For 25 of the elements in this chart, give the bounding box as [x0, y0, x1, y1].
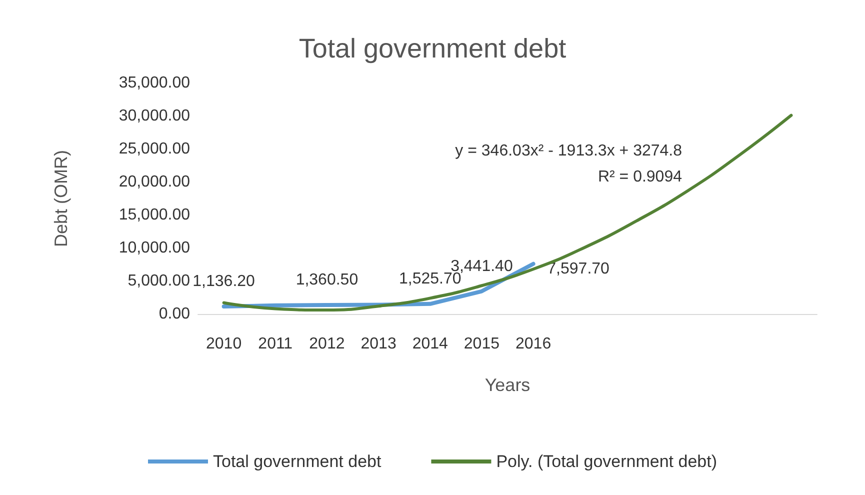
legend-label: Poly. (Total government debt): [496, 452, 718, 471]
x-tick-label: 2016: [515, 336, 552, 352]
y-tick-label: 0.00: [158, 306, 190, 322]
y-tick-label: 5,000.00: [128, 272, 190, 290]
annotation: R² = 0.9094: [598, 168, 682, 186]
y-tick-label: 35,000.00: [118, 74, 190, 92]
x-tick-label: 2014: [412, 336, 448, 352]
y-tick-label: 10,000.00: [118, 240, 190, 256]
annotation: y = 346.03x² - 1913.3x + 3274.8: [455, 142, 682, 160]
data-label: 1,360.50: [296, 272, 358, 289]
y-tick-label: 20,000.00: [118, 174, 190, 190]
x-tick-label: 2011: [258, 336, 293, 352]
x-tick-label: 2013: [360, 336, 396, 352]
chart-title: Total government debt: [298, 34, 567, 64]
data-label: 1,136.20: [192, 273, 256, 290]
legend-label: Total government debt: [212, 452, 382, 471]
y-tick-label: 15,000.00: [118, 206, 190, 224]
x-axis-title: Years: [484, 375, 530, 395]
data-label: 7,597.70: [547, 260, 610, 278]
y-axis-title: Debt (OMR): [51, 150, 71, 248]
y-tick-label: 25,000.00: [118, 140, 190, 158]
x-tick-label: 2010: [206, 336, 242, 352]
x-tick-label: 2012: [309, 336, 345, 352]
x-tick-label: 2015: [464, 336, 500, 352]
y-tick-label: 30,000.00: [118, 108, 190, 124]
